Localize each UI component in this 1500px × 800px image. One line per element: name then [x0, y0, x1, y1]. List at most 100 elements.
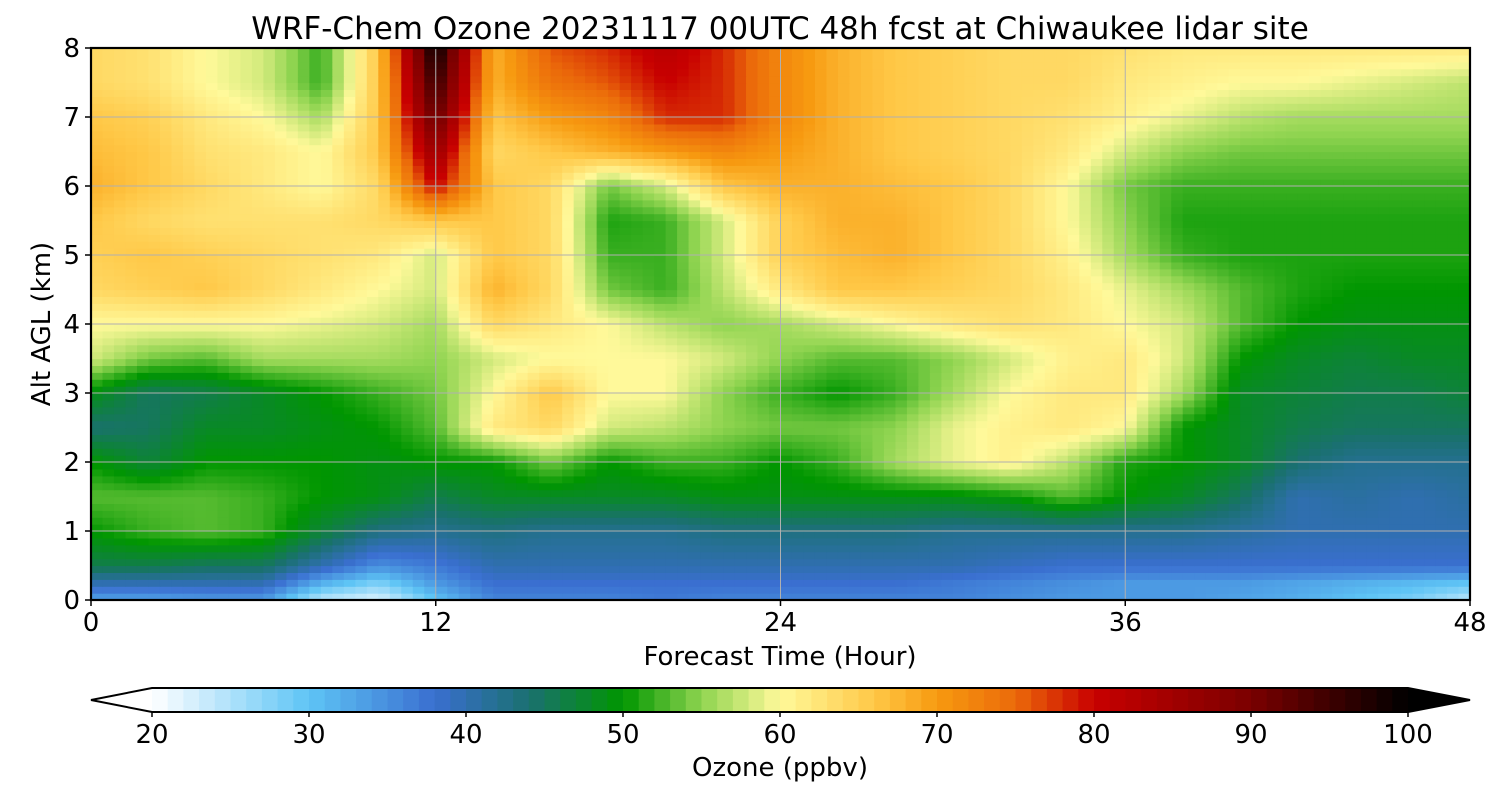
heatmap-cell	[1217, 358, 1230, 366]
heatmap-cell	[159, 427, 173, 435]
heatmap-cell	[757, 310, 770, 318]
heatmap-cell	[171, 503, 184, 511]
heatmap-cell	[711, 579, 724, 587]
heatmap-cell	[447, 358, 460, 366]
heatmap-cell	[366, 310, 379, 318]
heatmap-cell	[1447, 558, 1460, 567]
heatmap-cell	[1366, 324, 1379, 332]
heatmap-cell	[504, 517, 517, 525]
heatmap-cell	[366, 482, 379, 491]
heatmap-cell	[1309, 441, 1322, 449]
heatmap-cell	[642, 593, 655, 600]
heatmap-cell	[516, 358, 529, 366]
heatmap-cell	[481, 337, 494, 346]
heatmap-cell	[665, 351, 678, 360]
heatmap-cell	[447, 510, 460, 518]
heatmap-cell	[619, 406, 632, 415]
heatmap-cell	[1148, 537, 1161, 546]
heatmap-cell	[1171, 524, 1184, 532]
heatmap-cell	[1171, 365, 1184, 373]
heatmap-cell	[205, 586, 219, 594]
heatmap-cell	[102, 468, 115, 477]
heatmap-cell	[688, 489, 701, 498]
heatmap-cell	[1286, 586, 1299, 594]
heatmap-cell	[286, 537, 299, 546]
heatmap-cell	[1194, 372, 1207, 380]
heatmap-cell	[493, 434, 506, 442]
heatmap-cell	[539, 524, 552, 532]
heatmap-cell	[493, 386, 506, 394]
heatmap-cell	[194, 317, 207, 325]
heatmap-cell	[975, 537, 988, 546]
heatmap-cell	[723, 358, 736, 366]
heatmap-cell	[1355, 558, 1368, 567]
heatmap-cell	[504, 537, 517, 546]
heatmap-cell	[803, 468, 816, 477]
heatmap-cell	[332, 558, 345, 567]
heatmap-cell	[263, 503, 276, 511]
heatmap-cell	[159, 551, 173, 560]
heatmap-cell	[470, 558, 483, 567]
heatmap-cell	[470, 351, 483, 360]
heatmap-cell	[1182, 406, 1195, 415]
heatmap-cell	[757, 496, 770, 504]
heatmap-cell	[987, 427, 1000, 435]
heatmap-cell	[677, 462, 690, 470]
heatmap-cell	[1159, 579, 1172, 587]
heatmap-cell	[1274, 448, 1287, 456]
heatmap-cell	[1378, 593, 1391, 600]
heatmap-cell	[286, 399, 299, 408]
heatmap-cell	[194, 351, 207, 360]
heatmap-cell	[332, 468, 345, 477]
heatmap-cell	[389, 517, 402, 525]
heatmap-cell	[780, 455, 793, 463]
heatmap-cell	[274, 441, 287, 449]
heatmap-cell	[780, 593, 793, 600]
heatmap-cell	[435, 399, 448, 408]
heatmap-cell	[975, 386, 988, 394]
heatmap-cell	[136, 379, 150, 387]
heatmap-cell	[998, 399, 1011, 408]
heatmap-cell	[194, 365, 207, 373]
heatmap-cell	[217, 510, 230, 518]
heatmap-cell	[1309, 455, 1322, 463]
heatmap-cell	[872, 475, 885, 484]
heatmap-cell	[1309, 337, 1322, 346]
heatmap-cell	[113, 510, 127, 518]
heatmap-cell	[700, 317, 713, 325]
heatmap-cell	[780, 496, 793, 504]
heatmap-cell	[1424, 482, 1437, 491]
heatmap-cell	[1447, 448, 1460, 456]
heatmap-cell	[1033, 579, 1046, 587]
heatmap-cell	[1263, 413, 1276, 422]
heatmap-cell	[1447, 441, 1460, 449]
heatmap-cell	[332, 531, 345, 539]
heatmap-cell	[1182, 462, 1195, 470]
heatmap-cell	[688, 406, 701, 415]
heatmap-cell	[1056, 324, 1069, 332]
heatmap-cell	[654, 517, 667, 525]
heatmap-cell	[688, 462, 701, 470]
heatmap-cell	[1021, 475, 1034, 484]
heatmap-cell	[1355, 510, 1368, 518]
heatmap-cell	[1274, 537, 1287, 546]
heatmap-cell	[1148, 317, 1161, 325]
heatmap-cell	[1458, 365, 1470, 373]
heatmap-cell	[1263, 337, 1276, 346]
heatmap-cell	[1010, 517, 1023, 525]
heatmap-cell	[1033, 475, 1046, 484]
heatmap-cell	[458, 517, 471, 525]
heatmap-cell	[1435, 537, 1448, 546]
heatmap-cell	[228, 413, 241, 422]
heatmap-cell	[91, 558, 104, 567]
heatmap-cell	[619, 462, 632, 470]
heatmap-cell	[769, 551, 782, 560]
heatmap-cell	[102, 524, 115, 532]
heatmap-cell	[1447, 344, 1460, 353]
heatmap-cell	[700, 386, 713, 394]
heatmap-cell	[826, 344, 839, 353]
heatmap-cell	[194, 551, 207, 560]
heatmap-cell	[791, 317, 805, 325]
heatmap-cell	[470, 544, 483, 553]
heatmap-cell	[987, 593, 1000, 600]
